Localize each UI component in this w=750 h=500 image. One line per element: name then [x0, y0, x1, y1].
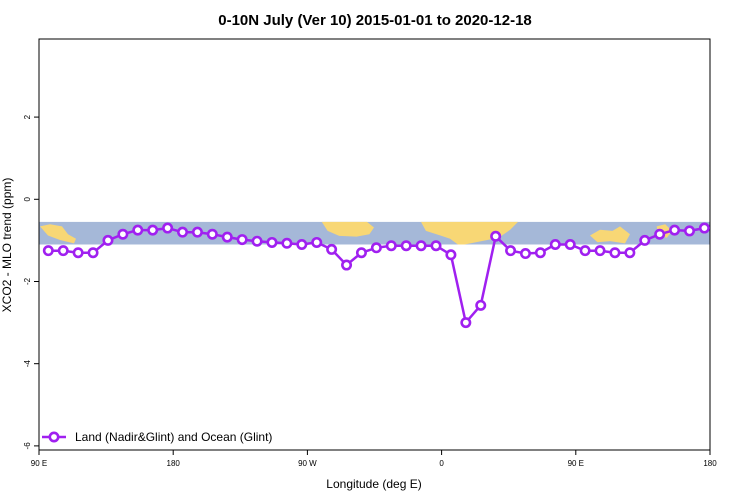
y-tick-label: 2 [23, 114, 32, 119]
x-tick-label: 90 E [31, 459, 47, 468]
y-axis-label: XCO2 - MLO trend (ppm) [0, 178, 14, 313]
data-point [385, 240, 397, 252]
land-ocean-band [39, 221, 710, 245]
data-point [430, 240, 442, 252]
data-point [132, 224, 144, 236]
data-point [87, 247, 99, 259]
y-axis: -6 -4 -2 0 2 [23, 114, 39, 449]
y-tick-label: -4 [23, 360, 32, 368]
data-point [42, 245, 54, 257]
data-point [460, 317, 472, 329]
legend-label: Land (Nadir&Glint) and Ocean (Glint) [75, 430, 272, 444]
legend-marker-swatch [48, 431, 60, 443]
data-point [579, 245, 591, 257]
x-tick-label: 0 [439, 459, 444, 468]
data-point [191, 226, 203, 238]
x-tick-label: 90 E [568, 459, 584, 468]
data-point [281, 237, 293, 249]
data-point [624, 247, 636, 259]
data-point [549, 239, 561, 251]
data-point [102, 234, 114, 246]
data-point [669, 224, 681, 236]
data-point [415, 240, 427, 252]
y-tick-label: -6 [23, 442, 32, 450]
data-point [206, 228, 218, 240]
data-point [177, 226, 189, 238]
data-point [400, 240, 412, 252]
data-point [311, 236, 323, 248]
data-point [72, 247, 84, 259]
land-shape [40, 224, 76, 244]
x-axis: 90 E 180 90 W 0 90 E 180 [31, 450, 717, 468]
data-point [326, 243, 338, 255]
data-point [221, 231, 233, 243]
data-point [117, 228, 129, 240]
ocean-band [39, 221, 710, 245]
data-point [609, 247, 621, 259]
data-point [370, 242, 382, 254]
data-point [341, 259, 353, 271]
x-axis-label: Longitude (deg E) [326, 477, 421, 491]
series-points [42, 222, 710, 329]
x-tick-label: 180 [703, 459, 717, 468]
land-shape [590, 226, 630, 244]
y-tick-label: -2 [23, 277, 32, 285]
data-point [505, 245, 517, 257]
data-point [654, 228, 666, 240]
data-point [534, 247, 546, 259]
data-point [355, 247, 367, 259]
data-point [57, 245, 69, 257]
data-point [639, 234, 651, 246]
data-point [594, 245, 606, 257]
data-point [236, 234, 248, 246]
data-point [251, 235, 263, 247]
x-tick-label: 90 W [298, 459, 317, 468]
data-point [162, 222, 174, 234]
legend: Land (Nadir&Glint) and Ocean (Glint) [42, 430, 272, 444]
plot-frame [38, 38, 711, 451]
data-point [266, 236, 278, 248]
data-point [564, 239, 576, 251]
chart-title: 0-10N July (Ver 10) 2015-01-01 to 2020-1… [218, 12, 532, 29]
x-tick-label: 180 [167, 459, 181, 468]
land-shape [421, 221, 518, 245]
data-point [698, 222, 710, 234]
data-point [519, 248, 531, 260]
data-point [475, 299, 487, 311]
data-point [147, 224, 159, 236]
data-point [296, 239, 308, 251]
data-point [445, 249, 457, 261]
land-shape [321, 221, 374, 237]
data-point [683, 225, 695, 237]
data-point [490, 230, 502, 242]
y-tick-label: 0 [23, 197, 32, 202]
